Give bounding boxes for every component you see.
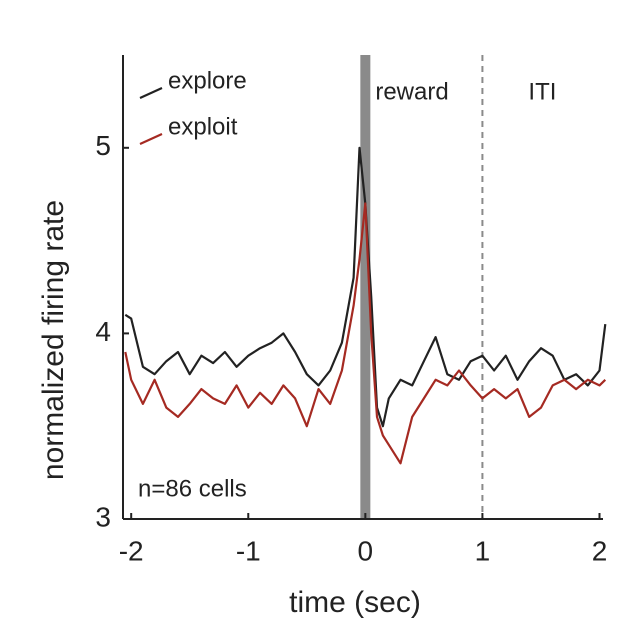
annotation: n=86 cells <box>138 475 247 502</box>
y-axis-label: normalized firing rate <box>37 200 70 480</box>
legend-label: exploit <box>168 113 238 140</box>
y-tick-label: 5 <box>95 130 111 161</box>
series-line <box>124 202 607 465</box>
annotation: reward <box>375 78 448 105</box>
x-tick-label: 2 <box>592 535 608 566</box>
legend-swatch <box>139 86 163 100</box>
x-tick-label: -2 <box>119 535 144 566</box>
annotation: ITI <box>528 78 556 105</box>
event-bar <box>360 55 371 519</box>
x-axis-label: time (sec) <box>289 586 421 619</box>
legend-swatch <box>139 132 163 146</box>
legend-label: explore <box>168 67 247 94</box>
x-tick-label: -1 <box>236 535 261 566</box>
y-tick-label: 3 <box>95 501 111 532</box>
x-tick-label: 0 <box>358 535 374 566</box>
x-tick-label: 1 <box>475 535 491 566</box>
y-tick-label: 4 <box>95 316 111 347</box>
